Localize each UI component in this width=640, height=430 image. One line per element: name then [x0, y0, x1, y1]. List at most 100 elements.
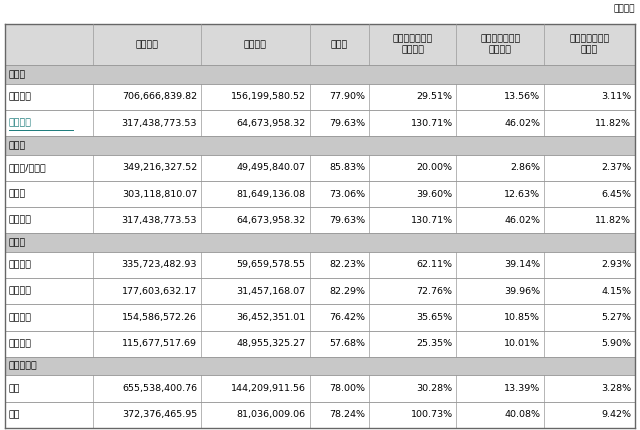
Text: 81,649,136.08: 81,649,136.08 [237, 190, 306, 199]
Text: 5.90%: 5.90% [601, 339, 631, 348]
Text: 100.73%: 100.73% [410, 410, 452, 419]
Bar [5, 375, 635, 402]
Text: 医药制造: 医药制造 [9, 92, 32, 101]
Text: 20.00%: 20.00% [417, 163, 452, 172]
Bar [310, 24, 369, 65]
Text: 144,209,911.56: 144,209,911.56 [230, 384, 306, 393]
Bar [201, 24, 310, 65]
Text: 营业收入比上年
同期增减: 营业收入比上年 同期增减 [392, 34, 433, 55]
Text: 130.71%: 130.71% [410, 216, 452, 225]
Text: 经销: 经销 [9, 384, 20, 393]
Text: 3.11%: 3.11% [601, 92, 631, 101]
Text: 华中地区: 华中地区 [9, 313, 32, 322]
Text: 39.96%: 39.96% [504, 287, 540, 296]
Text: 177,603,632.17: 177,603,632.17 [122, 287, 197, 296]
Text: 12.63%: 12.63% [504, 190, 540, 199]
Text: 655,538,400.76: 655,538,400.76 [122, 384, 197, 393]
Text: 78.00%: 78.00% [329, 384, 365, 393]
Bar [5, 207, 635, 233]
Text: 2.93%: 2.93% [601, 261, 631, 270]
Bar [5, 357, 635, 375]
Text: 36,452,351.01: 36,452,351.01 [236, 313, 306, 322]
Text: 单位：元: 单位：元 [613, 4, 635, 13]
Text: 62.11%: 62.11% [417, 261, 452, 270]
Bar [544, 24, 635, 65]
Text: 39.14%: 39.14% [504, 261, 540, 270]
Text: 154,586,572.26: 154,586,572.26 [122, 313, 197, 322]
Bar [5, 84, 635, 110]
Bar [5, 110, 635, 136]
Text: 73.06%: 73.06% [329, 190, 365, 199]
Text: 64,673,958.32: 64,673,958.32 [236, 119, 306, 128]
Text: 30.28%: 30.28% [417, 384, 452, 393]
Bar [456, 24, 544, 65]
Text: 医疗服务: 医疗服务 [9, 119, 32, 128]
Text: 3.28%: 3.28% [601, 384, 631, 393]
Text: 9.42%: 9.42% [601, 410, 631, 419]
Text: 349,216,327.52: 349,216,327.52 [122, 163, 197, 172]
Bar [5, 402, 635, 428]
Text: 5.27%: 5.27% [601, 313, 631, 322]
Bar [5, 136, 635, 155]
Text: 4.15%: 4.15% [601, 287, 631, 296]
Text: 直销: 直销 [9, 410, 20, 419]
Text: 76.42%: 76.42% [329, 313, 365, 322]
Text: 115,677,517.69: 115,677,517.69 [122, 339, 197, 348]
Text: 分地区: 分地区 [9, 238, 26, 247]
Text: 11.82%: 11.82% [595, 216, 631, 225]
Text: 130.71%: 130.71% [410, 119, 452, 128]
Bar [369, 24, 456, 65]
Text: 706,666,839.82: 706,666,839.82 [122, 92, 197, 101]
Text: 毛利率比上年同
期增减: 毛利率比上年同 期增减 [569, 34, 609, 55]
Text: 49,495,840.07: 49,495,840.07 [237, 163, 306, 172]
Text: 31,457,168.07: 31,457,168.07 [237, 287, 306, 296]
Text: 79.63%: 79.63% [329, 216, 365, 225]
Text: 372,376,465.95: 372,376,465.95 [122, 410, 197, 419]
Text: 335,723,482.93: 335,723,482.93 [122, 261, 197, 270]
Text: 46.02%: 46.02% [504, 216, 540, 225]
Text: 营业成本比上年
同期增减: 营业成本比上年 同期增减 [480, 34, 520, 55]
Text: 东北地区: 东北地区 [9, 339, 32, 348]
Text: 57.68%: 57.68% [329, 339, 365, 348]
Text: 滴眼剂: 滴眼剂 [9, 190, 26, 199]
Text: 6.45%: 6.45% [601, 190, 631, 199]
Bar [5, 181, 635, 207]
Text: 82.29%: 82.29% [329, 287, 365, 296]
Text: 156,199,580.52: 156,199,580.52 [230, 92, 306, 101]
Bar [5, 24, 93, 65]
Text: 分行业: 分行业 [9, 70, 26, 79]
Text: 分销售模式: 分销售模式 [9, 362, 38, 371]
Text: 2.86%: 2.86% [510, 163, 540, 172]
Text: 11.82%: 11.82% [595, 119, 631, 128]
Text: 79.63%: 79.63% [329, 119, 365, 128]
Text: 40.08%: 40.08% [504, 410, 540, 419]
Bar [5, 252, 635, 278]
Text: 25.35%: 25.35% [417, 339, 452, 348]
Text: 2.37%: 2.37% [601, 163, 631, 172]
Bar [5, 155, 635, 181]
Text: 39.60%: 39.60% [417, 190, 452, 199]
Text: 35.65%: 35.65% [417, 313, 452, 322]
Bar [5, 278, 635, 304]
Text: 营业收入: 营业收入 [135, 40, 158, 49]
Text: 13.56%: 13.56% [504, 92, 540, 101]
Text: 29.51%: 29.51% [417, 92, 452, 101]
Text: 毛利率: 毛利率 [331, 40, 348, 49]
Text: 营业成本: 营业成本 [244, 40, 267, 49]
Text: 64,673,958.32: 64,673,958.32 [236, 216, 306, 225]
Text: 82.23%: 82.23% [329, 261, 365, 270]
Text: 华北地区: 华北地区 [9, 287, 32, 296]
Text: 10.85%: 10.85% [504, 313, 540, 322]
Bar [5, 304, 635, 331]
Text: 10.01%: 10.01% [504, 339, 540, 348]
Bar [93, 24, 201, 65]
Text: 85.83%: 85.83% [329, 163, 365, 172]
Text: 凝胶剂/眼膏剂: 凝胶剂/眼膏剂 [9, 163, 47, 172]
Text: 72.76%: 72.76% [417, 287, 452, 296]
Text: 59,659,578.55: 59,659,578.55 [237, 261, 306, 270]
Bar [5, 331, 635, 357]
Text: 13.39%: 13.39% [504, 384, 540, 393]
Text: 46.02%: 46.02% [504, 119, 540, 128]
Text: 48,955,325.27: 48,955,325.27 [237, 339, 306, 348]
Bar [5, 65, 635, 84]
